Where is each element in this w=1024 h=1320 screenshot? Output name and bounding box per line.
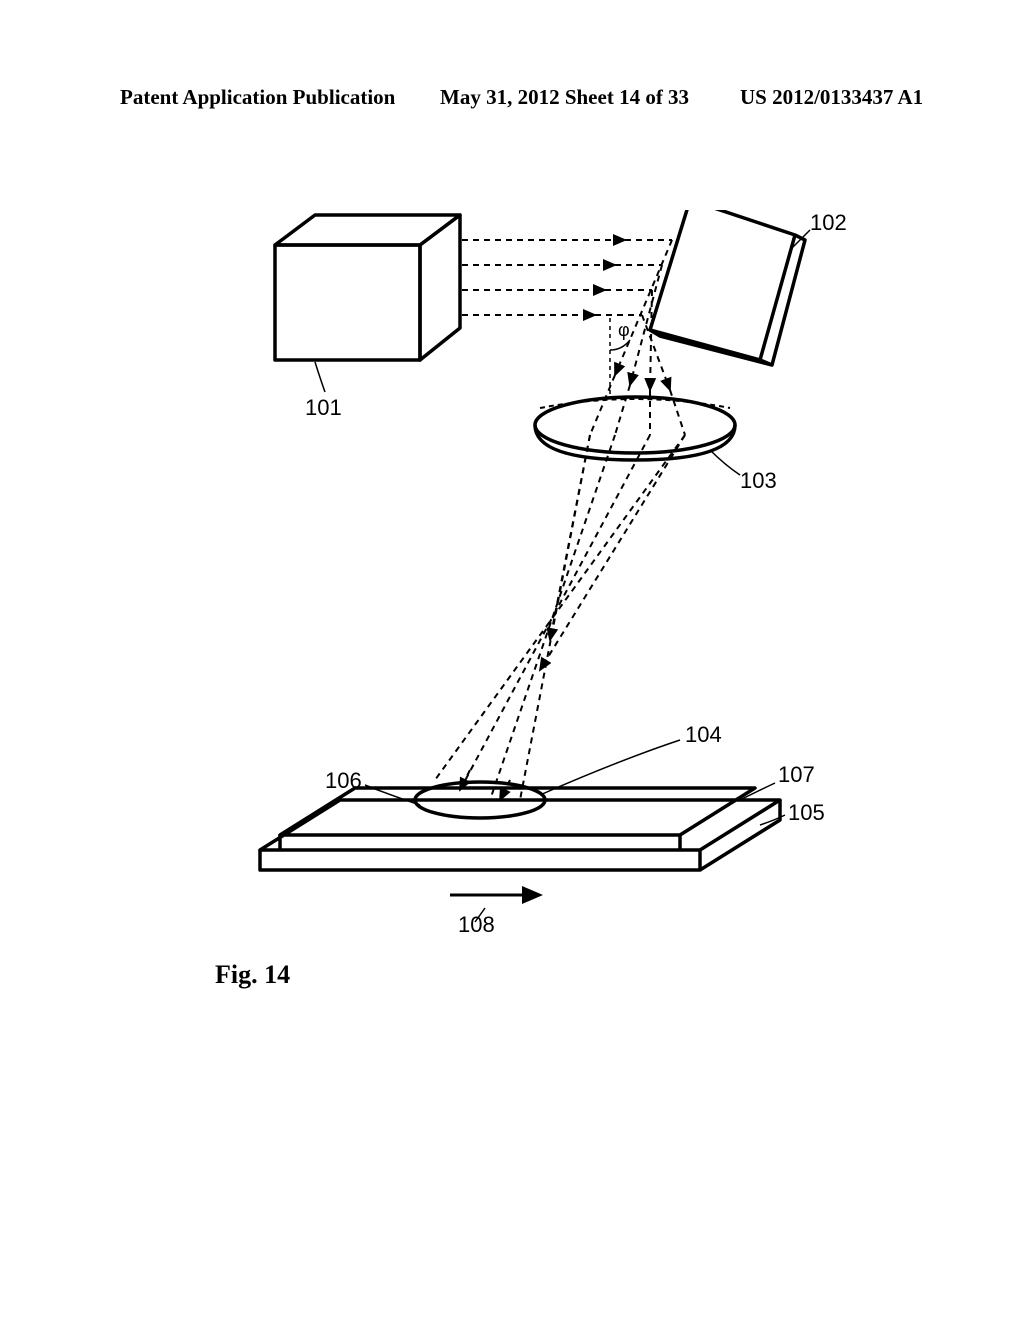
diagram-svg bbox=[220, 210, 840, 930]
mirror bbox=[650, 210, 805, 365]
ref-101: 101 bbox=[305, 395, 342, 421]
ref-103: 103 bbox=[740, 468, 777, 494]
ref-104: 104 bbox=[685, 722, 722, 748]
rays-lens-to-substrate bbox=[435, 435, 685, 800]
figure-caption: Fig. 14 bbox=[215, 960, 290, 990]
ref-phi: φ bbox=[618, 320, 630, 341]
source-box bbox=[275, 215, 460, 360]
rays-to-mirror bbox=[462, 240, 672, 315]
header-app-number: US 2012/0133437 A1 bbox=[740, 85, 923, 110]
header-date-sheet: May 31, 2012 Sheet 14 of 33 bbox=[440, 85, 689, 110]
ref-106: 106 bbox=[325, 768, 362, 794]
ref-108: 108 bbox=[458, 912, 495, 938]
figure-diagram: 101 102 103 104 105 106 107 108 φ bbox=[220, 210, 840, 930]
header-publication: Patent Application Publication bbox=[120, 85, 395, 110]
ref-105: 105 bbox=[788, 800, 825, 826]
patent-page: Patent Application Publication May 31, 2… bbox=[0, 0, 1024, 1320]
ref-107: 107 bbox=[778, 762, 815, 788]
lens bbox=[535, 397, 735, 460]
ref-102: 102 bbox=[810, 210, 847, 236]
